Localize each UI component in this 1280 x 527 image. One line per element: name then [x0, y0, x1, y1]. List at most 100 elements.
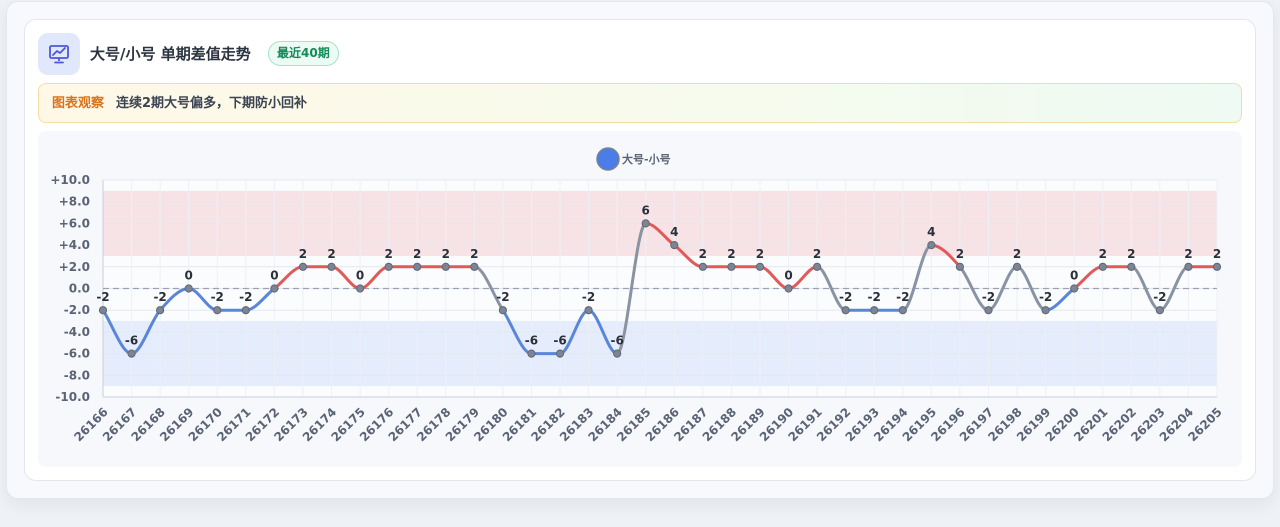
data-point	[241, 306, 250, 315]
data-point	[727, 262, 736, 271]
data-label: 2	[299, 247, 307, 261]
data-label: -2	[839, 290, 852, 304]
data-label: -2	[496, 290, 509, 304]
data-label: 2	[442, 247, 450, 261]
data-point	[441, 262, 450, 271]
data-point	[98, 306, 108, 315]
data-label: -2	[211, 290, 224, 304]
y-tick-label: +10.0	[50, 173, 90, 187]
data-point	[1098, 262, 1107, 271]
data-point	[613, 349, 622, 358]
data-label: 2	[384, 247, 392, 261]
data-point	[127, 349, 136, 358]
data-point	[413, 262, 422, 271]
data-point	[1070, 284, 1079, 293]
data-label: -2	[982, 290, 995, 304]
data-point	[670, 241, 679, 250]
data-point	[1155, 306, 1164, 315]
chart-observation-banner: 图表观察 连续2期大号偏多，下期防小回补	[38, 83, 1242, 123]
data-label: -6	[610, 334, 623, 348]
data-label: 0	[356, 269, 364, 283]
data-label: 2	[1013, 247, 1021, 261]
data-label: -2	[239, 290, 252, 304]
data-label: 2	[1127, 247, 1135, 261]
data-point	[555, 349, 565, 358]
y-tick-label: +2.0	[59, 260, 90, 274]
data-label: 2	[1184, 247, 1192, 261]
data-label: 4	[927, 225, 935, 239]
data-point	[384, 262, 393, 271]
observation-label: 图表观察	[52, 96, 105, 111]
data-label: 2	[1213, 247, 1221, 261]
data-label: 2	[699, 247, 707, 261]
data-label: 2	[327, 247, 335, 261]
y-tick-label: +6.0	[59, 216, 90, 230]
data-point	[156, 306, 165, 315]
chart-presentation-icon	[38, 33, 80, 75]
data-label: -2	[896, 290, 909, 304]
data-point	[527, 349, 536, 358]
data-label: -6	[525, 334, 538, 348]
legend-label: 大号-小号	[622, 152, 671, 166]
data-label: 2	[756, 247, 764, 261]
data-label: 4	[670, 225, 678, 239]
data-label: 2	[727, 247, 735, 261]
data-point	[927, 241, 936, 250]
data-point	[1041, 306, 1050, 315]
data-label: -2	[153, 290, 166, 304]
data-point	[698, 262, 707, 271]
data-point	[813, 262, 822, 271]
observation-text: 连续2期大号偏多，下期防小回补	[116, 96, 308, 111]
y-tick-label: -6.0	[64, 347, 90, 361]
data-point	[327, 262, 336, 271]
data-label: -2	[868, 290, 881, 304]
y-tick-label: -4.0	[64, 325, 90, 339]
data-label: -2	[96, 290, 109, 304]
data-point	[784, 284, 793, 293]
data-label: 0	[1070, 269, 1078, 283]
series-line-segment	[615, 221, 648, 356]
y-tick-label: -10.0	[55, 390, 90, 404]
data-point	[584, 306, 593, 315]
y-tick-label: 0.0	[69, 282, 90, 296]
data-point	[270, 284, 279, 293]
data-point	[213, 306, 222, 315]
data-label: 0	[270, 269, 278, 283]
data-point	[955, 262, 965, 271]
period-badge[interactable]: 最近40期	[268, 41, 339, 66]
y-tick-label: +4.0	[59, 238, 90, 252]
data-point	[184, 284, 193, 293]
data-label: -2	[1039, 290, 1052, 304]
y-tick-label: +8.0	[59, 195, 90, 209]
data-label: -6	[125, 334, 138, 348]
data-point	[298, 262, 308, 271]
data-point	[498, 306, 507, 315]
data-label: 0	[784, 269, 792, 283]
data-point	[870, 306, 879, 315]
data-label: 2	[813, 247, 821, 261]
data-label: -6	[553, 334, 566, 348]
data-label: -2	[582, 290, 595, 304]
data-point	[355, 284, 365, 293]
data-label: 2	[1099, 247, 1107, 261]
data-point	[898, 306, 907, 315]
data-label: -2	[1153, 290, 1166, 304]
data-point	[470, 262, 479, 271]
data-label: 2	[470, 247, 478, 261]
legend-marker	[596, 147, 620, 171]
chart-title: 大号/小号 单期差值走势	[90, 45, 251, 63]
data-point	[1127, 262, 1136, 271]
data-label: 2	[413, 247, 421, 261]
data-label: 0	[185, 269, 193, 283]
y-tick-label: -2.0	[64, 303, 90, 317]
data-point	[1012, 262, 1022, 271]
data-point	[841, 306, 850, 315]
data-label: 6	[642, 203, 650, 217]
data-point	[984, 306, 993, 315]
data-point	[641, 219, 650, 228]
y-tick-label: -8.0	[64, 368, 90, 382]
data-point	[1184, 262, 1193, 271]
data-point	[1212, 262, 1222, 271]
data-point	[755, 262, 765, 271]
